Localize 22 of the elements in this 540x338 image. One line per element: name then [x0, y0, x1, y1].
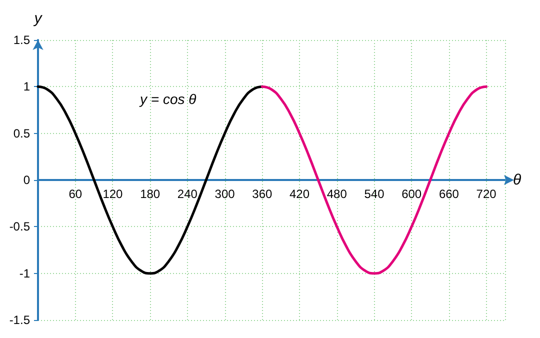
- x-tick-label: 60: [68, 187, 82, 201]
- x-tick-label: 660: [438, 187, 460, 201]
- x-tick-label: 480: [326, 187, 348, 201]
- x-tick-label: 540: [364, 187, 385, 201]
- x-tick-label: 720: [476, 187, 497, 201]
- x-tick-label: 300: [214, 187, 236, 201]
- x-tick-label: 180: [140, 187, 160, 201]
- x-tick-label: 360: [252, 187, 272, 201]
- y-tick-label: -1.5: [9, 313, 30, 327]
- x-tick-label: 600: [402, 187, 422, 201]
- x-tick-label: 120: [102, 187, 124, 201]
- annotation: y = cos θ: [139, 91, 197, 107]
- y-tick-label: -0.5: [9, 220, 30, 234]
- y-axis-title: y: [33, 10, 44, 27]
- y-tick-label: 0.5: [13, 126, 30, 140]
- x-tick-label: 420: [290, 187, 310, 201]
- x-tick-label: 240: [177, 187, 198, 201]
- y-tick-label: 1: [23, 80, 30, 94]
- y-tick-label: -1: [19, 266, 30, 280]
- x-axis-title: θ: [513, 172, 522, 188]
- y-tick-label: 0: [23, 173, 30, 187]
- y-tick-label: 1.5: [13, 33, 30, 47]
